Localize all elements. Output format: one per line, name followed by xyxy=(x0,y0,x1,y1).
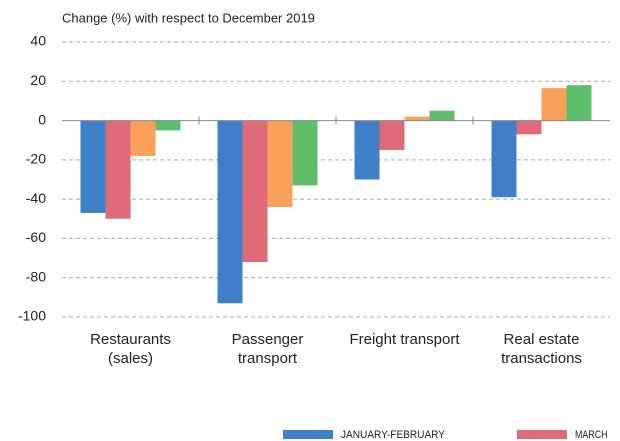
y-tick-label: -20 xyxy=(26,151,46,167)
y-tick-label: -80 xyxy=(26,268,46,284)
bar xyxy=(379,120,405,151)
bar xyxy=(541,88,567,121)
legend-label: MARCH xyxy=(575,429,608,441)
bar xyxy=(242,120,268,262)
bar xyxy=(130,120,156,156)
y-axis-label: Change (%) with respect to December 2019 xyxy=(62,10,315,25)
legend-label: JANUARY-FEBRUARY xyxy=(341,429,446,441)
x-tick-label: Restaurants (sales) xyxy=(90,331,171,367)
bar xyxy=(566,85,592,121)
bar xyxy=(217,120,243,304)
y-tick-label: -60 xyxy=(26,229,46,245)
bar xyxy=(155,120,181,131)
legend-swatch xyxy=(517,430,567,439)
y-tick-label: -40 xyxy=(26,190,46,206)
y-tick-label: 40 xyxy=(30,33,46,49)
bar xyxy=(267,120,293,207)
y-tick-label: 0 xyxy=(38,111,46,127)
legend-swatch xyxy=(283,430,333,439)
bar xyxy=(491,120,517,198)
x-tick-label: Passenger transport xyxy=(231,331,304,367)
bar xyxy=(292,120,318,186)
bar xyxy=(80,120,106,213)
bar xyxy=(404,116,430,121)
x-tick-label: Real estate transactions xyxy=(501,331,582,367)
bar xyxy=(516,120,542,135)
bar xyxy=(429,110,455,121)
y-tick-label: -100 xyxy=(18,308,46,324)
y-tick-label: 20 xyxy=(30,72,46,88)
bar xyxy=(105,120,131,219)
x-tick-label: Freight transport xyxy=(349,331,460,348)
bar xyxy=(354,120,380,180)
